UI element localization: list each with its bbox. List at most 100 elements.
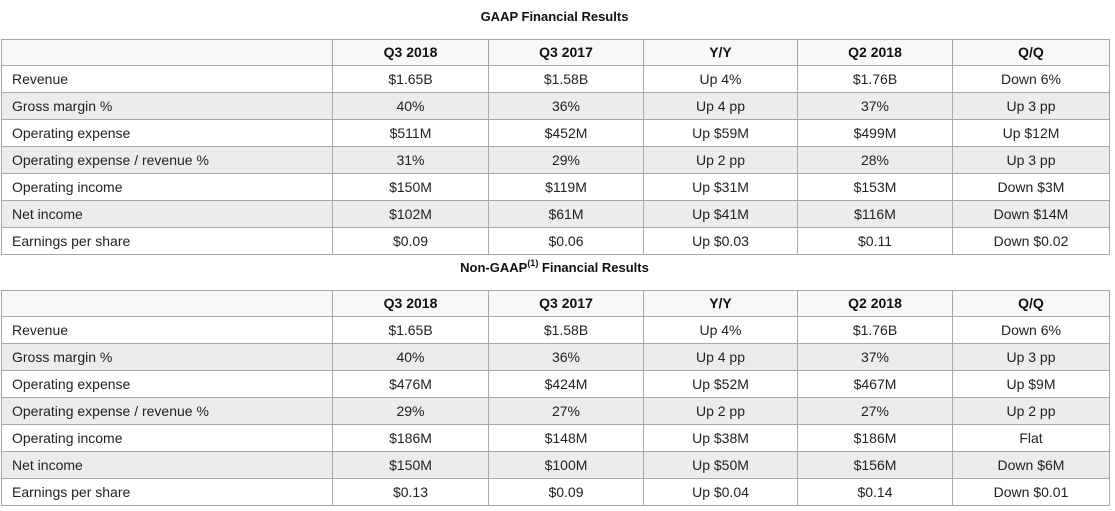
table-cell: $148M <box>488 424 644 452</box>
table-row: Revenue $1.65B $1.58B Up 4% $1.76B Down 6% <box>1 316 1110 344</box>
column-header: Q3 2017 <box>488 39 644 66</box>
column-header: Q3 2018 <box>332 39 489 66</box>
row-label: Operating income <box>1 173 333 201</box>
table-cell: Up 4 pp <box>643 92 798 120</box>
nongaap-section-title: Non-GAAP(1) Financial Results <box>0 257 1109 276</box>
table-cell: $452M <box>488 119 644 147</box>
table-cell: Up $59M <box>643 119 798 147</box>
table-cell: 29% <box>488 146 644 174</box>
row-label: Net income <box>1 451 333 479</box>
column-header: Q3 2018 <box>332 290 489 317</box>
table-row: Net income $102M $61M Up $41M $116M Down $14M <box>1 200 1110 228</box>
row-label: Revenue <box>1 316 333 344</box>
table-cell: $116M <box>797 200 953 228</box>
table-cell: $0.09 <box>332 227 489 255</box>
column-header: Y/Y <box>643 39 798 66</box>
table-cell: Up $31M <box>643 173 798 201</box>
table-cell: $0.09 <box>488 478 644 506</box>
column-header: Q2 2018 <box>797 39 953 66</box>
column-header: Q3 2017 <box>488 290 644 317</box>
table-cell: Down $0.01 <box>952 478 1110 506</box>
table-cell: 28% <box>797 146 953 174</box>
table-row: Operating expense $511M $452M Up $59M $499M U… <box>1 119 1110 147</box>
table-cell: $0.11 <box>797 227 953 255</box>
table-cell: Up $50M <box>643 451 798 479</box>
table-row: Gross margin % 40% 36% Up 4 pp 37% Up 3 pp <box>1 343 1110 371</box>
table-row: Gross margin % 40% 36% Up 4 pp 37% Up 3 pp <box>1 92 1110 120</box>
table-cell: Up 2 pp <box>952 397 1110 425</box>
row-label: Gross margin % <box>1 92 333 120</box>
row-label: Operating expense / revenue % <box>1 146 333 174</box>
table-cell: Up 3 pp <box>952 146 1110 174</box>
table-row: Revenue $1.65B $1.58B Up 4% $1.76B Down 6% <box>1 65 1110 93</box>
table-cell: Down $6M <box>952 451 1110 479</box>
table-cell: Up $0.04 <box>643 478 798 506</box>
table-row: Operating expense / revenue % 31% 29% Up 2 … <box>1 146 1110 174</box>
table-cell: Up $52M <box>643 370 798 398</box>
row-label: Revenue <box>1 65 333 93</box>
table-row: Operating income $150M $119M Up $31M $153M Do… <box>1 173 1110 201</box>
table-cell: $102M <box>332 200 489 228</box>
table-cell: Down $0.02 <box>952 227 1110 255</box>
table-cell: $1.65B <box>332 316 489 344</box>
table-cell: $119M <box>488 173 644 201</box>
table-cell: $0.14 <box>797 478 953 506</box>
gaap-header-row: Q3 2018 Q3 2017 Y/Y Q2 2018 Q/Q <box>1 39 1110 66</box>
table-cell: Up 2 pp <box>643 397 798 425</box>
table-cell: $61M <box>488 200 644 228</box>
gaap-results-table: Q3 2018 Q3 2017 Y/Y Q2 2018 Q/Q Revenue $1.65… <box>1 39 1110 255</box>
table-cell: 36% <box>488 343 644 371</box>
table-row: Net income $150M $100M Up $50M $156M Down $6M <box>1 451 1110 479</box>
header-blank-cell <box>1 39 333 66</box>
table-cell: $467M <box>797 370 953 398</box>
header-blank-cell <box>1 290 333 317</box>
row-label: Operating expense <box>1 119 333 147</box>
table-row: Earnings per share $0.09 $0.06 Up $0.03 $0.1… <box>1 227 1110 255</box>
table-cell: Up 4% <box>643 65 798 93</box>
nongaap-title-prefix: Non-GAAP <box>460 260 528 275</box>
table-cell: Up 2 pp <box>643 146 798 174</box>
table-cell: $1.76B <box>797 316 953 344</box>
table-cell: 29% <box>332 397 489 425</box>
table-cell: $186M <box>332 424 489 452</box>
table-cell: 36% <box>488 92 644 120</box>
table-cell: Up $38M <box>643 424 798 452</box>
table-cell: $1.76B <box>797 65 953 93</box>
nongaap-header-row: Q3 2018 Q3 2017 Y/Y Q2 2018 Q/Q <box>1 290 1110 317</box>
table-cell: $476M <box>332 370 489 398</box>
table-cell: $424M <box>488 370 644 398</box>
table-cell: Up $9M <box>952 370 1110 398</box>
table-cell: Flat <box>952 424 1110 452</box>
table-cell: Up $12M <box>952 119 1110 147</box>
table-cell: $0.06 <box>488 227 644 255</box>
table-cell: $100M <box>488 451 644 479</box>
table-cell: $1.65B <box>332 65 489 93</box>
column-header: Y/Y <box>643 290 798 317</box>
row-label: Operating expense / revenue % <box>1 397 333 425</box>
table-cell: $156M <box>797 451 953 479</box>
table-cell: 27% <box>797 397 953 425</box>
table-cell: Up 4% <box>643 316 798 344</box>
row-label: Operating expense <box>1 370 333 398</box>
row-label: Operating income <box>1 424 333 452</box>
table-cell: Down 6% <box>952 65 1110 93</box>
table-cell: $499M <box>797 119 953 147</box>
table-cell: Up $0.03 <box>643 227 798 255</box>
table-cell: 31% <box>332 146 489 174</box>
table-cell: Up 3 pp <box>952 343 1110 371</box>
table-row: Earnings per share $0.13 $0.09 Up $0.04 $0.1… <box>1 478 1110 506</box>
column-header: Q/Q <box>952 39 1110 66</box>
table-cell: $0.13 <box>332 478 489 506</box>
table-cell: Down $3M <box>952 173 1110 201</box>
nongaap-title-footnote: (1) <box>527 257 539 268</box>
table-cell: Up 3 pp <box>952 92 1110 120</box>
table-cell: 27% <box>488 397 644 425</box>
table-cell: 40% <box>332 343 489 371</box>
table-cell: $1.58B <box>488 65 644 93</box>
table-cell: $150M <box>332 173 489 201</box>
table-cell: 37% <box>797 343 953 371</box>
row-label: Earnings per share <box>1 478 333 506</box>
row-label: Gross margin % <box>1 343 333 371</box>
column-header: Q/Q <box>952 290 1110 317</box>
table-cell: Down $14M <box>952 200 1110 228</box>
